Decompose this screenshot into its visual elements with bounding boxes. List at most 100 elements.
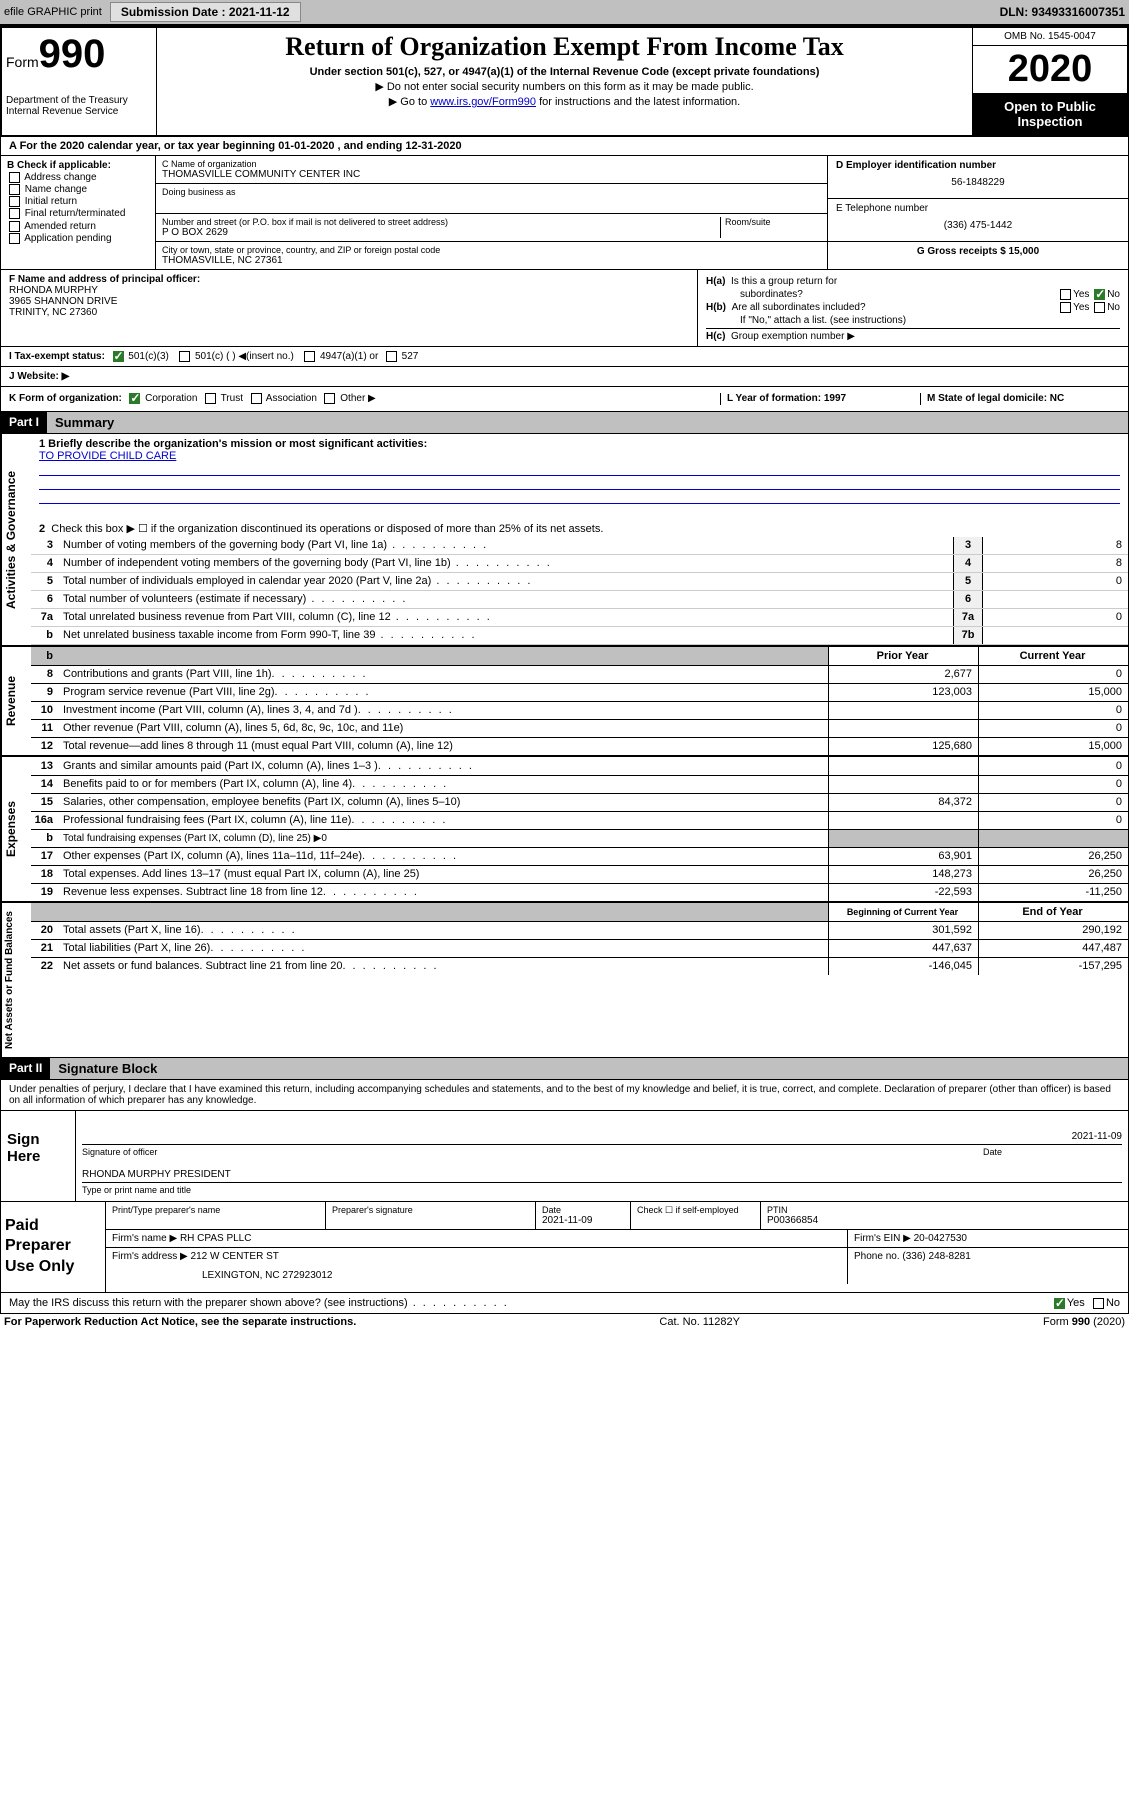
dln-label: DLN: 93493316007351 <box>1000 5 1125 19</box>
discuss-yes-chk[interactable] <box>1054 1298 1065 1309</box>
org-name-label: C Name of organization <box>162 159 821 169</box>
org-name: THOMASVILLE COMMUNITY CENTER INC <box>162 169 821 180</box>
chk-initial[interactable]: Initial return <box>7 196 149 207</box>
line-4: 4Number of independent voting members of… <box>31 555 1128 573</box>
discuss-row: May the IRS discuss this return with the… <box>0 1293 1129 1314</box>
prep-date-label: Date <box>542 1205 624 1215</box>
chk-trust[interactable] <box>205 393 216 404</box>
chk-address[interactable]: Address change <box>7 172 149 183</box>
line-13: 13Grants and similar amounts paid (Part … <box>31 757 1128 775</box>
hc-text: Group exemption number ▶ <box>731 331 855 342</box>
chk-501c[interactable] <box>179 351 190 362</box>
phone-value: (336) 475-1442 <box>836 214 1120 237</box>
type-print-label: Type or print name and title <box>82 1185 1122 1195</box>
hb-no-chk[interactable] <box>1094 302 1105 313</box>
dba-label: Doing business as <box>162 187 821 197</box>
box-b-title: B Check if applicable: <box>7 160 149 171</box>
efile-label: efile GRAPHIC print <box>4 6 102 18</box>
sign-here: Sign Here 2021-11-09 Signature of office… <box>1 1110 1128 1201</box>
line-19: 19Revenue less expenses. Subtract line 1… <box>31 883 1128 901</box>
header-left: Form990 Department of the Treasury Inter… <box>2 28 157 135</box>
box-b: B Check if applicable: Address change Na… <box>1 156 156 269</box>
net-header: Beginning of Current YearEnd of Year <box>31 903 1128 921</box>
expenses-label: Expenses <box>1 757 31 901</box>
line-21: 21Total liabilities (Part X, line 26)447… <box>31 939 1128 957</box>
prep-sig-label: Preparer's signature <box>332 1205 529 1215</box>
chk-final[interactable]: Final return/terminated <box>7 208 149 219</box>
ha-label: H(a) <box>706 276 725 287</box>
line-9: 9Program service revenue (Part VIII, lin… <box>31 683 1128 701</box>
line-3: 3Number of voting members of the governi… <box>31 537 1128 555</box>
chk-527[interactable] <box>386 351 397 362</box>
line-15: 15Salaries, other compensation, employee… <box>31 793 1128 811</box>
line-18: 18Total expenses. Add lines 13–17 (must … <box>31 865 1128 883</box>
box-c: C Name of organization THOMASVILLE COMMU… <box>156 156 828 269</box>
sig-officer-label: Signature of officer <box>82 1147 157 1157</box>
city-label: City or town, state or province, country… <box>162 245 821 255</box>
ptin-label: PTIN <box>767 1205 1122 1215</box>
submission-date-button[interactable]: Submission Date : 2021-11-12 <box>110 2 301 22</box>
room-label: Room/suite <box>725 217 821 227</box>
street-address: P O BOX 2629 <box>162 227 720 238</box>
ha-yes-chk[interactable] <box>1060 289 1071 300</box>
chk-application[interactable]: Application pending <box>7 233 149 244</box>
note-ssn: ▶ Do not enter social security numbers o… <box>165 80 964 93</box>
part1-num: Part I <box>1 412 47 433</box>
chk-assoc[interactable] <box>251 393 262 404</box>
inspect-2: Inspection <box>977 114 1123 129</box>
ha-no-chk[interactable] <box>1094 289 1105 300</box>
line-8: 8Contributions and grants (Part VIII, li… <box>31 665 1128 683</box>
header-middle: Return of Organization Exempt From Incom… <box>157 28 972 135</box>
chk-name[interactable]: Name change <box>7 184 149 195</box>
officer-addr1: 3965 SHANNON DRIVE <box>9 296 689 307</box>
firm-phone: (336) 248-8281 <box>902 1251 970 1262</box>
hc-label: H(c) <box>706 331 725 342</box>
row-j: J Website: ▶ <box>1 366 1128 386</box>
part1-title: Summary <box>47 412 1128 433</box>
officer-addr2: TRINITY, NC 27360 <box>9 307 689 318</box>
chk-501c3[interactable] <box>113 351 124 362</box>
firm-phone-label: Phone no. <box>854 1251 900 1262</box>
city-state-zip: THOMASVILLE, NC 27361 <box>162 255 821 266</box>
governance-label: Activities & Governance <box>1 434 31 645</box>
line-7a: 7aTotal unrelated business revenue from … <box>31 609 1128 627</box>
instructions-link[interactable]: www.irs.gov/Form990 <box>430 96 536 108</box>
discuss-text: May the IRS discuss this return with the… <box>9 1297 509 1309</box>
gross-receipts: G Gross receipts $ 15,000 <box>917 246 1039 257</box>
ein-label: D Employer identification number <box>836 160 1120 171</box>
paid-prep-label: Paid Preparer Use Only <box>1 1202 106 1292</box>
note2-pre: ▶ Go to <box>389 96 430 108</box>
entity-info: B Check if applicable: Address change Na… <box>0 156 1129 412</box>
perjury-text: Under penalties of perjury, I declare th… <box>1 1080 1128 1110</box>
ptin-value: P00366854 <box>767 1215 1122 1226</box>
form-org-label: K Form of organization: <box>9 394 122 405</box>
tax-year: 2020 <box>973 46 1127 93</box>
chk-amended[interactable]: Amended return <box>7 221 149 232</box>
form-ref: Form 990 (2020) <box>1043 1316 1125 1328</box>
sig-date-label: Date <box>983 1147 1002 1157</box>
line-5: 5Total number of individuals employed in… <box>31 573 1128 591</box>
chk-other[interactable] <box>324 393 335 404</box>
hb-yes-chk[interactable] <box>1060 302 1071 313</box>
paperwork-notice: For Paperwork Reduction Act Notice, see … <box>4 1316 356 1328</box>
line-12: 12Total revenue—add lines 8 through 11 (… <box>31 737 1128 755</box>
sig-date: 2021-11-09 <box>1072 1131 1122 1142</box>
omb-number: OMB No. 1545-0047 <box>973 28 1127 46</box>
firm-name: RH CPAS PLLC <box>180 1233 252 1244</box>
firm-ein-label: Firm's EIN ▶ <box>854 1233 911 1244</box>
revenue-label: Revenue <box>1 647 31 755</box>
form-number: 990 <box>39 32 106 76</box>
line-10: 10Investment income (Part VIII, column (… <box>31 701 1128 719</box>
prep-date: 2021-11-09 <box>542 1215 624 1226</box>
hb-note: If "No," attach a list. (see instruction… <box>706 315 1120 326</box>
line-16b: bTotal fundraising expenses (Part IX, co… <box>31 829 1128 847</box>
form-header: Form990 Department of the Treasury Inter… <box>0 26 1129 137</box>
chk-4947[interactable] <box>304 351 315 362</box>
hb-text: Are all subordinates included? <box>732 302 866 313</box>
discuss-no-chk[interactable] <box>1093 1298 1104 1309</box>
self-emp-label: Check ☐ if self-employed <box>637 1205 754 1216</box>
ha-text2: subordinates? <box>706 289 803 300</box>
note2-post: for instructions and the latest informat… <box>536 96 740 108</box>
officer-label: F Name and address of principal officer: <box>9 274 689 285</box>
chk-corp[interactable] <box>129 393 140 404</box>
